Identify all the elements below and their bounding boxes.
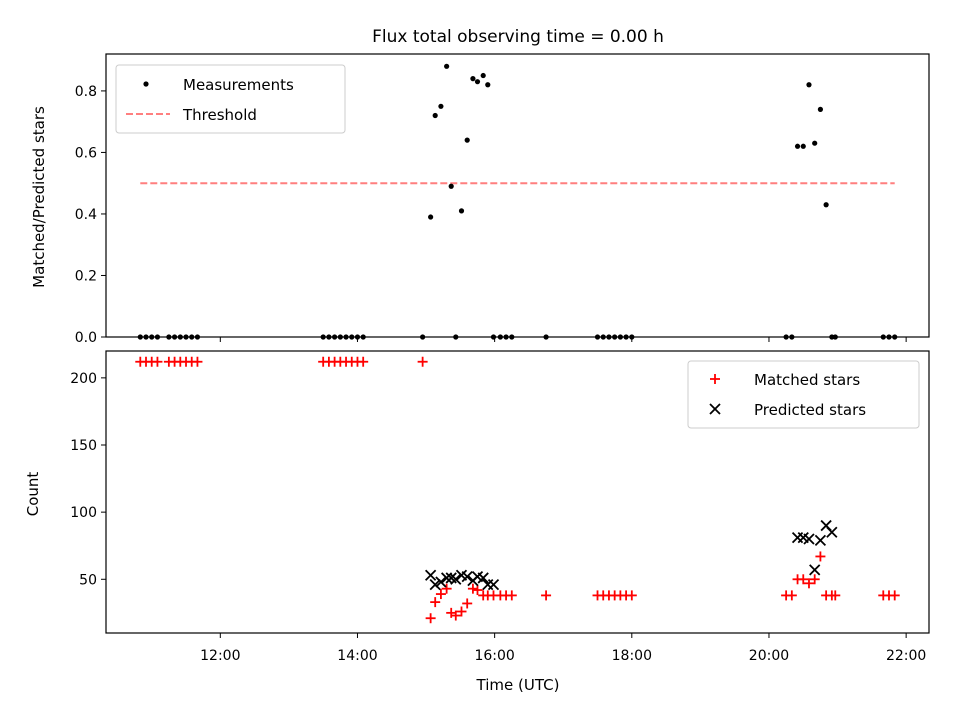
bottom-y-tick-label: 100 (70, 505, 97, 521)
matched-star-marker (626, 590, 637, 601)
measurement-point (448, 183, 454, 189)
bottom-y-axis-label: Count (24, 472, 42, 517)
top-legend: Measurements Threshold (115, 64, 346, 134)
matched-star-marker (441, 583, 452, 594)
predicted-star-marker (429, 579, 441, 591)
top-axes-frame (105, 53, 930, 338)
matched-star-marker (425, 613, 436, 624)
matched-star-marker (786, 590, 797, 601)
top-y-axis-label: Matched/Predicted stars (30, 106, 48, 288)
predicted-star-marker (477, 572, 489, 584)
measurement-point (812, 140, 818, 146)
matched-star-marker (192, 356, 203, 367)
bottom-legend-box (687, 360, 920, 429)
matched-star-marker (830, 590, 841, 601)
predicted-star-marker (814, 534, 827, 546)
measurement-point (428, 214, 434, 220)
matched-star-marker (435, 589, 446, 600)
measurement-point (806, 82, 812, 88)
legend-matched-marker (710, 374, 720, 384)
top-y-tick-label: 0.4 (75, 207, 97, 223)
matched-star-marker (358, 356, 369, 367)
predicted-star-marker (461, 570, 473, 583)
legend-measurements-label: Measurements (183, 76, 294, 94)
bottom-x-tick-label: 22:00 (886, 648, 926, 664)
top-chart-title: Flux total observing time = 0.00 h (372, 27, 664, 47)
measurement-point (817, 106, 824, 112)
top-y-tick-label: 0.0 (75, 330, 97, 346)
measurement-point (458, 208, 465, 214)
bottom-y-tick-label: 200 (70, 371, 97, 387)
predicted-star-marker (424, 569, 437, 581)
measurement-point (480, 72, 486, 79)
predicted-star-marker (435, 576, 447, 588)
matched-star-marker (450, 610, 461, 621)
matched-star-marker (798, 574, 809, 585)
x-axis-label: Time (UTC) (476, 676, 560, 694)
matched-star-marker (430, 597, 441, 608)
measurement-point (474, 79, 481, 85)
matched-star-marker (467, 583, 478, 594)
predicted-star-marker (487, 579, 500, 591)
matched-star-marker (809, 574, 820, 585)
predicted-star-marker (440, 572, 453, 584)
matched-star-marker (815, 551, 826, 562)
matched-star-marker (152, 356, 163, 367)
legend-matched-label: Matched stars (754, 371, 860, 389)
matched-star-marker (889, 590, 900, 601)
legend-predicted-marker (709, 403, 721, 415)
measurement-point (464, 137, 470, 143)
bottom-plot-area (135, 356, 900, 624)
predicted-star-marker (803, 533, 815, 545)
predicted-star-marker (826, 526, 838, 538)
bottom-x-tick-label: 20:00 (749, 648, 789, 664)
bottom-x-tick-label: 16:00 (474, 648, 514, 664)
matched-star-marker (506, 590, 517, 601)
matched-star-marker (803, 578, 814, 589)
legend-measurements-marker (143, 81, 149, 87)
measurement-point (800, 143, 806, 149)
bottom-x-tick-label: 18:00 (612, 648, 652, 664)
top-y-tick-label: 0.8 (75, 84, 97, 100)
measurement-point (470, 76, 476, 82)
top-y-tick-label: 0.6 (75, 145, 97, 161)
predicted-star-marker (809, 564, 821, 576)
bottom-axes-frame (105, 350, 930, 634)
bottom-x-tick-label: 12:00 (200, 648, 240, 664)
matched-star-marker (472, 585, 483, 596)
legend-threshold-label: Threshold (182, 106, 257, 124)
bottom-y-tick-label: 50 (79, 572, 97, 588)
matched-star-marker (462, 598, 473, 609)
bottom-x-tick-label: 14:00 (337, 648, 377, 664)
matched-star-marker (456, 606, 467, 617)
bottom-legend: Matched stars Predicted stars (687, 360, 920, 429)
matched-star-marker (541, 590, 552, 601)
bottom-y-tick-label: 150 (70, 438, 97, 454)
top-legend-box (115, 64, 346, 134)
matched-star-marker (417, 356, 428, 367)
measurement-point (438, 103, 444, 109)
measurement-point (823, 202, 829, 208)
measurement-point (432, 112, 438, 119)
predicted-star-marker (450, 573, 462, 585)
top-y-tick-label: 0.2 (75, 268, 97, 284)
measurement-point (444, 63, 450, 69)
measurement-point (794, 143, 801, 149)
legend-predicted-label: Predicted stars (754, 401, 866, 419)
measurement-point (485, 82, 491, 88)
